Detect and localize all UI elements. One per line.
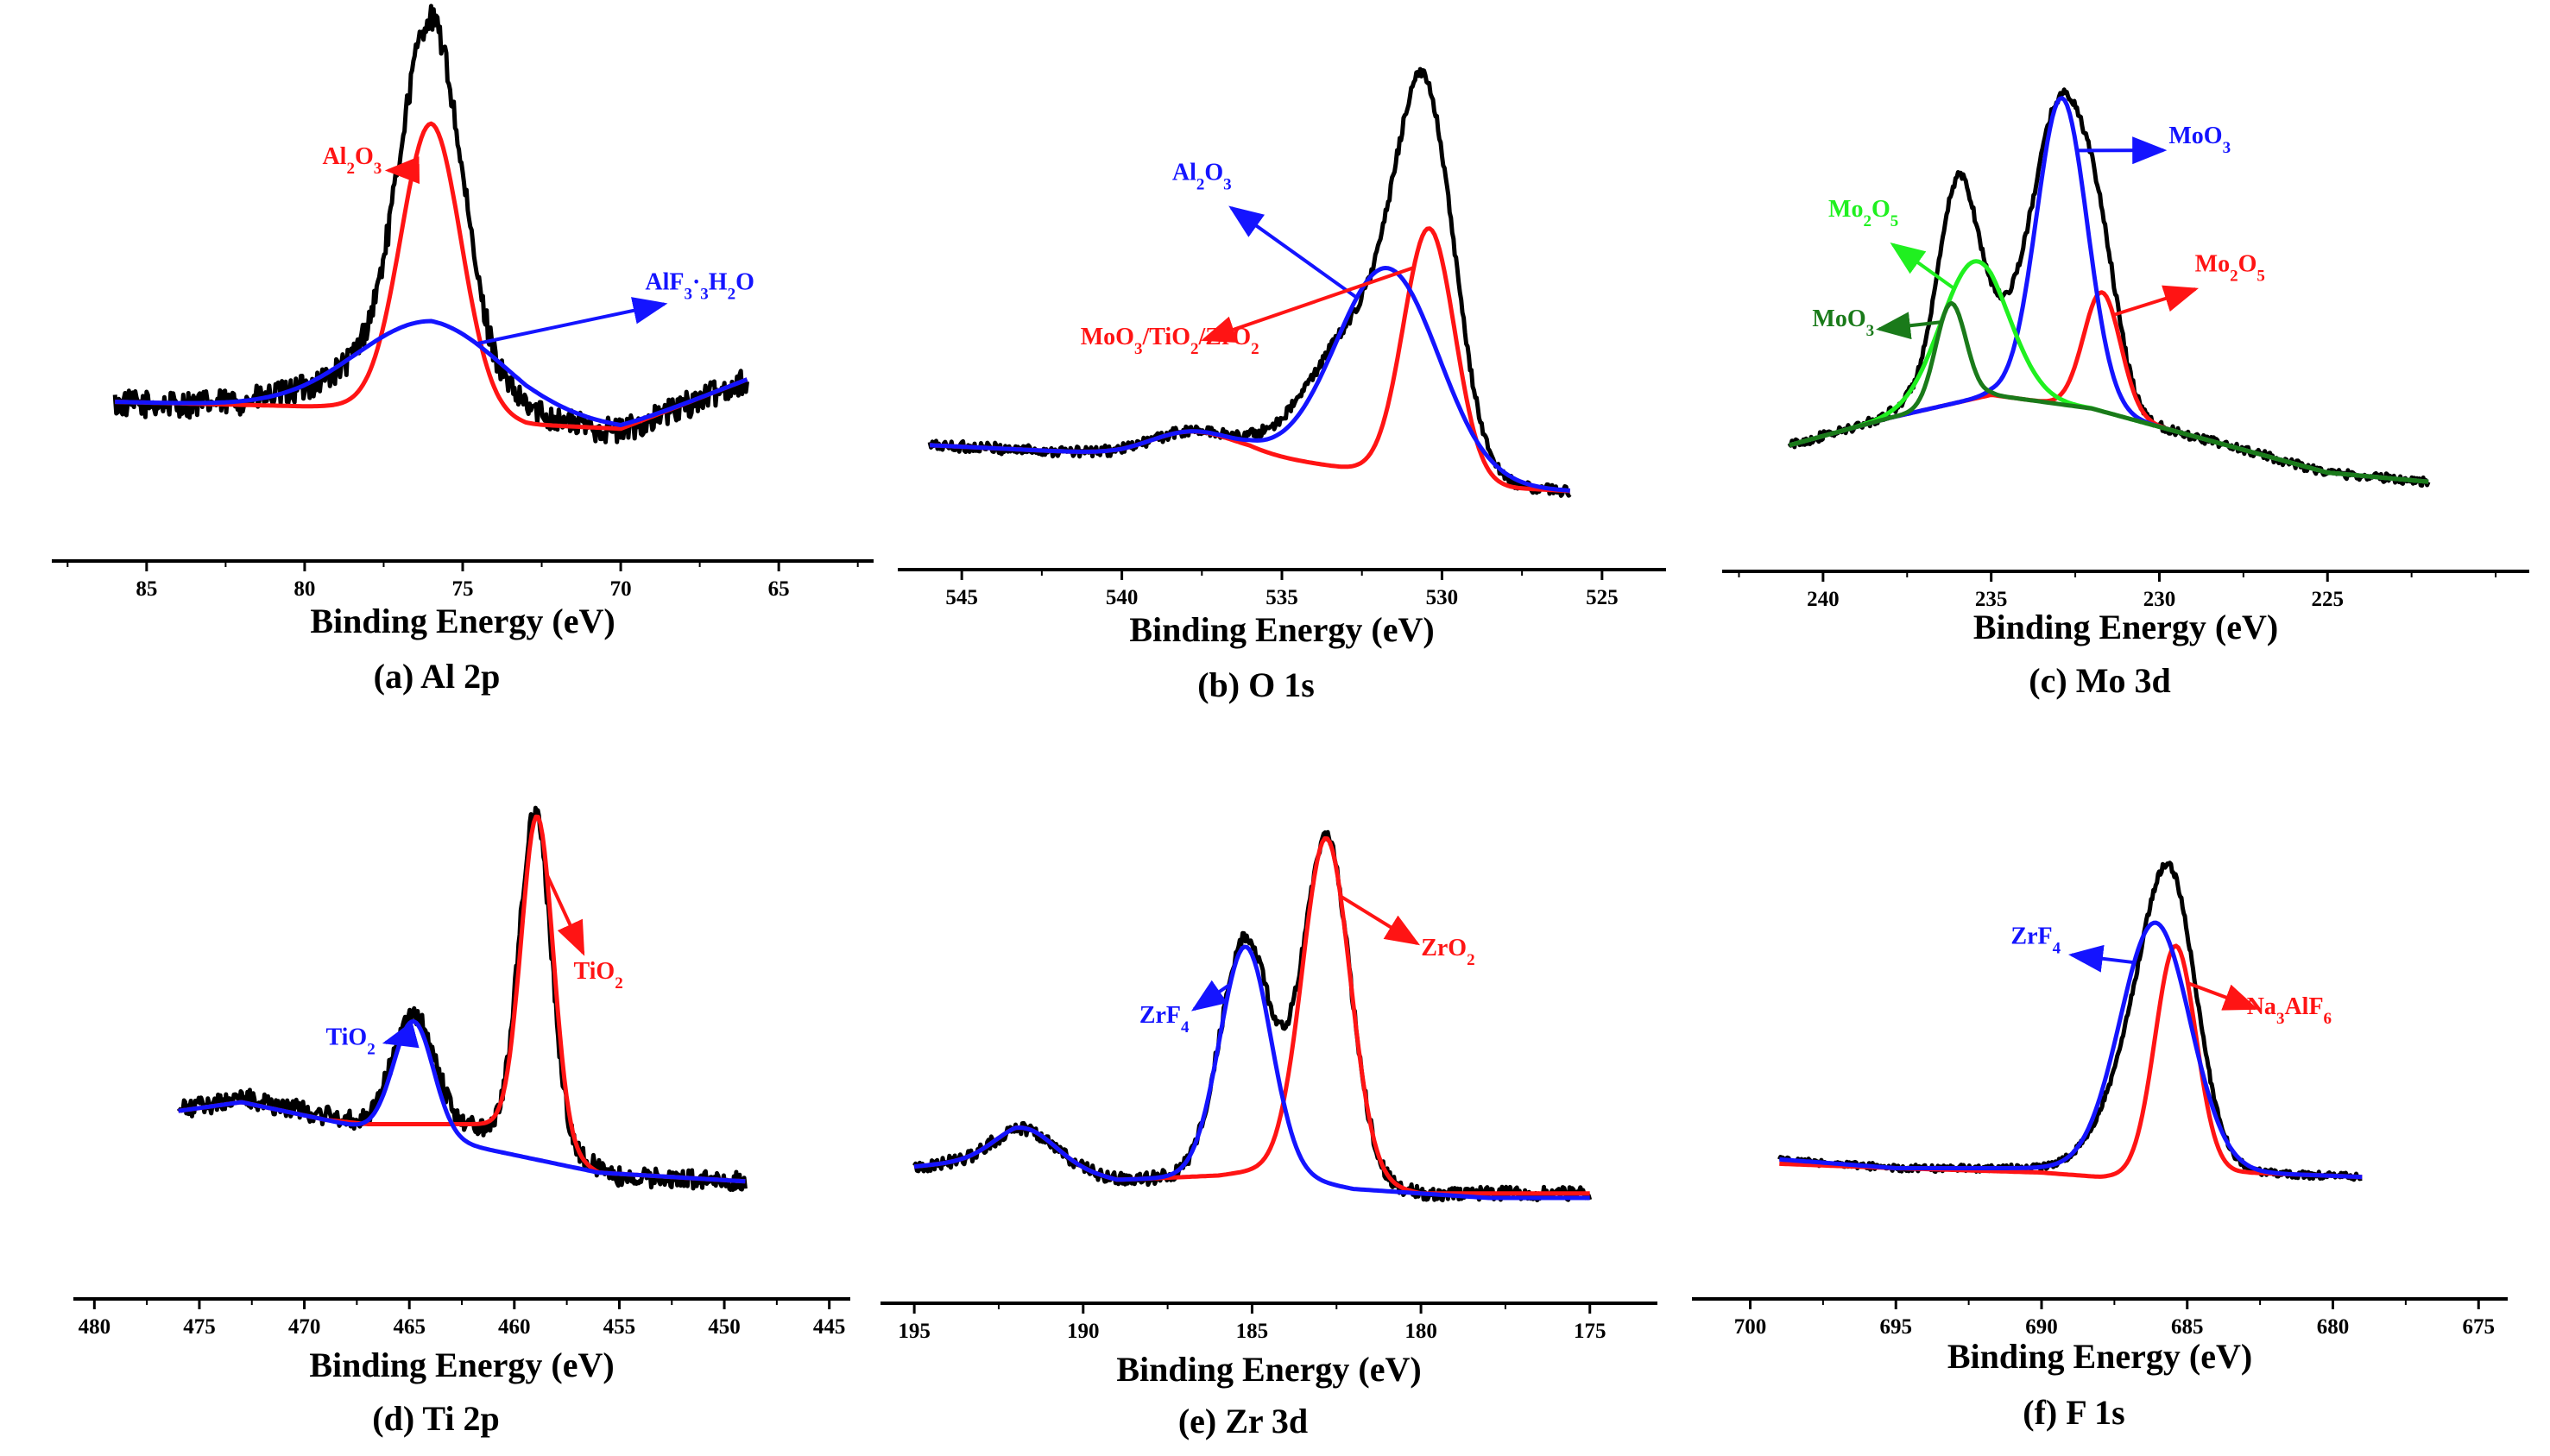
x-tick-label: 85 (136, 577, 157, 601)
annotation-arrow (2187, 981, 2259, 1011)
x-axis-title: Binding Energy (eV) (310, 602, 615, 640)
fit-line-zrf4 (1779, 920, 2363, 1180)
x-tick-label: 195 (898, 1320, 931, 1343)
annotation-arrow (382, 1021, 420, 1049)
x-tick-label: 675 (2463, 1315, 2496, 1339)
annotation-label: AlF3·3H2O (645, 269, 754, 304)
fit-line-na3alf6 (1779, 943, 2363, 1180)
annotation-arrow (2112, 285, 2200, 317)
chart-panel-6: 700 695 690 685 680 675 Binding Energy (eV) (f)… (1692, 860, 2508, 1432)
annotation-arrow (2067, 944, 2135, 973)
annotation-label: Na3AlF6 (2247, 993, 2332, 1028)
annotation-label: ZrO2 (1421, 935, 1474, 969)
x-tick-label: 480 (79, 1315, 111, 1339)
x-axis-title: Binding Energy (eV) (1129, 610, 1434, 649)
x-axis-title: Binding Energy (eV) (309, 1346, 614, 1384)
x-tick-label: 700 (1734, 1315, 1767, 1339)
x-tick-label: 180 (1404, 1320, 1437, 1343)
x-tick-label: 450 (708, 1315, 741, 1339)
annotation-label: MoO3 (2168, 123, 2231, 157)
annotation-arrow (476, 297, 668, 346)
x-tick-label: 80 (294, 577, 315, 601)
annotation-label: TiO2 (325, 1024, 375, 1059)
annotation-arrow (1190, 980, 1232, 1012)
fit-line-moo3 (1789, 96, 2429, 484)
x-axis-title: Binding Energy (eV) (1947, 1337, 2252, 1376)
x-tick-label: 225 (2312, 588, 2345, 611)
annotation-arrow (1890, 242, 1955, 291)
fit-line-alf3-3h2o (115, 318, 748, 427)
x-tick-label: 445 (813, 1315, 846, 1339)
annotation-label: MoO3 (1812, 306, 1874, 340)
x-tick-label: 680 (2317, 1315, 2350, 1339)
measured-spectrum-line (1777, 860, 2364, 1182)
annotation-arrow (1876, 312, 1942, 340)
chart-panel-4: 480 475 470 465 460 455 450 445 Binding Energy (… (73, 805, 850, 1438)
x-tick-label: 470 (288, 1315, 321, 1339)
x-tick-label: 465 (393, 1315, 426, 1339)
annotation-label: Al2O3 (322, 143, 382, 178)
annotation-label: TiO2 (573, 958, 622, 993)
x-tick-label: 525 (1586, 586, 1619, 609)
panel-caption: (b) O 1s (1197, 665, 1315, 704)
x-tick-label: 240 (1807, 588, 1840, 611)
annotation-label: ZrF4 (2010, 923, 2061, 957)
x-tick-label: 535 (1266, 586, 1298, 609)
x-tick-label: 475 (183, 1315, 216, 1339)
x-tick-label: 65 (768, 577, 790, 601)
panel-caption: (e) Zr 3d (1178, 1402, 1308, 1440)
fit-line-zro2 (913, 835, 1590, 1196)
x-tick-label: 75 (452, 577, 474, 601)
x-tick-label: 545 (945, 586, 978, 609)
x-tick-label: 460 (498, 1315, 531, 1339)
measured-spectrum-line (912, 829, 1593, 1203)
annotation-label: Mo2O5 (1828, 196, 1898, 230)
x-tick-label: 455 (603, 1315, 636, 1339)
chart-panel-2: 545 540 535 530 525 Binding Energy (eV) (b) O … (898, 66, 1666, 704)
annotation-arrow (1339, 894, 1421, 946)
panel-caption: (c) Mo 3d (2029, 661, 2170, 700)
fit-line-mo2o5 (1789, 290, 2429, 484)
annotation-arrow (1228, 205, 1358, 299)
x-tick-label: 235 (1975, 588, 2008, 611)
measured-spectrum-line (176, 805, 748, 1192)
annotation-label: Mo2O5 (2195, 250, 2265, 285)
x-tick-label: 70 (610, 577, 632, 601)
x-tick-label: 190 (1067, 1320, 1100, 1343)
panel-caption: (d) Ti 2p (372, 1399, 499, 1438)
chart-panel-3: 240 235 230 225 Binding Energy (eV) (c) Mo 3d… (1722, 87, 2529, 700)
annotation-arrow (1201, 266, 1415, 343)
x-tick-label: 530 (1426, 586, 1459, 609)
fit-line-al2o3 (930, 266, 1570, 493)
fit-line-moo3 (1789, 300, 2429, 484)
x-tick-label: 175 (1574, 1320, 1606, 1343)
annotation-label: ZrF4 (1139, 1002, 1190, 1037)
fit-line-zrf4 (913, 944, 1590, 1201)
x-tick-label: 685 (2171, 1315, 2204, 1339)
x-tick-label: 185 (1236, 1320, 1269, 1343)
panel-caption: (a) Al 2p (374, 657, 501, 696)
measured-spectrum-line (112, 3, 749, 444)
chart-panel-5: 195 190 185 180 175 Binding Energy (eV) (e) Zr… (881, 829, 1657, 1440)
chart-panel-1: 85 80 75 70 65 Binding Energy (eV) (a) Al 2p Al… (52, 3, 874, 696)
x-tick-label: 690 (2025, 1315, 2058, 1339)
fit-line-mo2o5 (1789, 259, 2429, 484)
annotation-label: Al2O3 (1172, 159, 1232, 193)
panel-caption: (f) F 1s (2023, 1393, 2124, 1432)
x-tick-label: 695 (1880, 1315, 1913, 1339)
x-axis-title: Binding Energy (eV) (1973, 608, 2278, 646)
x-tick-label: 230 (2143, 588, 2176, 611)
x-tick-label: 540 (1106, 586, 1139, 609)
x-axis-title: Binding Energy (eV) (1116, 1350, 1421, 1389)
annotation-arrow (545, 873, 585, 956)
fit-line-tio2 (178, 1019, 746, 1184)
